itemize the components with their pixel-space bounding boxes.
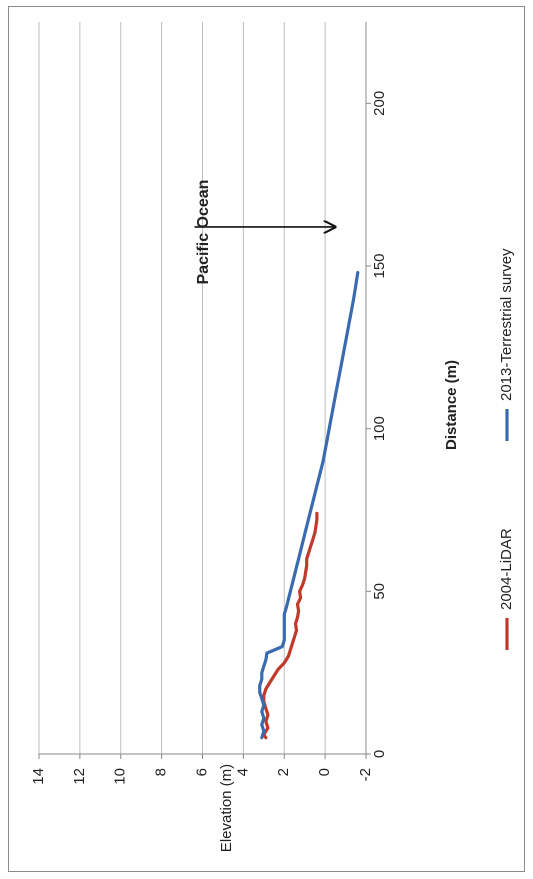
labels: -2 0 2 4 6 8 10 12 14 0 50 100 150 200 Pacific Ocean Di…: [30, 91, 515, 852]
x-tick-label: 100: [371, 416, 388, 441]
y-tick-label: 4: [234, 768, 251, 776]
y-tick-label: 2: [275, 768, 292, 776]
y-tick-label: 12: [71, 768, 88, 785]
x-tick-label: 0: [371, 750, 388, 758]
annotation-text: Pacific Ocean: [195, 180, 212, 285]
x-axis-title: Distance (m): [443, 360, 460, 450]
y-tick-label: 8: [153, 768, 170, 776]
x-tick-label: 50: [371, 583, 388, 600]
y-tick-label: 10: [112, 768, 129, 785]
y-tick-label: 6: [193, 768, 210, 776]
y-tick-label: 0: [316, 768, 333, 776]
x-tick-label: 150: [371, 253, 388, 278]
axes: [38, 22, 371, 759]
series-line-2004-lidar: [262, 511, 319, 740]
legend-label-2013-terrestrial-survey: 2013-Terrestrial survey: [498, 248, 515, 401]
legend-label-2004-lidar: 2004-LiDAR: [498, 528, 515, 610]
series-lines: [258, 270, 360, 740]
y-tick-label: -2: [357, 768, 374, 781]
y-tick-label: 14: [30, 768, 47, 785]
y-axis-title: Elevation (m): [218, 764, 235, 852]
series-line-2013-terrestrial-survey: [258, 270, 360, 740]
x-tick-label: 200: [371, 91, 388, 116]
